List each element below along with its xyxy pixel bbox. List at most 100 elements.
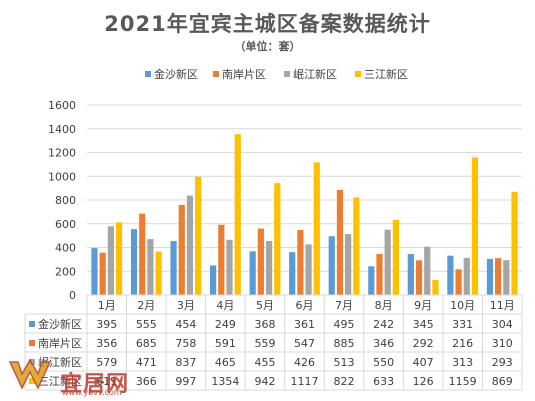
bar-2-2	[186, 195, 194, 295]
bar-1-10	[495, 258, 502, 295]
bar-1-3	[218, 224, 225, 295]
bar-1-7	[376, 253, 383, 295]
bar-1-6	[336, 189, 344, 295]
bar-3-0	[115, 222, 123, 295]
chart-subtitle: （单位：套）	[234, 40, 301, 53]
bar-3-2	[195, 176, 202, 295]
bar-1-4	[257, 228, 264, 295]
bar-1-5	[297, 230, 304, 295]
bar-0-6	[328, 236, 335, 295]
bar-0-4	[249, 251, 256, 295]
bar-3-9	[471, 157, 479, 295]
data-label-3-1: 366	[136, 375, 157, 388]
x-tick-label-0: 1月	[98, 299, 116, 312]
bar-1-0	[99, 252, 106, 295]
y-tick-label-4: 800	[55, 194, 76, 207]
y-tick-label-7: 1400	[48, 123, 76, 136]
data-label-1-6: 885	[334, 337, 355, 350]
x-tick-label-4: 5月	[256, 299, 274, 312]
bar-2-1	[147, 239, 154, 295]
data-label-3-9: 1159	[449, 375, 477, 388]
x-tick-label-9: 10月	[450, 299, 475, 312]
x-tick-label-5: 6月	[296, 299, 314, 312]
data-label-0-10: 304	[492, 318, 513, 331]
legend-label-1: 南岸片区	[222, 68, 266, 81]
bar-2-4	[265, 240, 273, 295]
bar-3-10	[511, 191, 518, 295]
data-label-0-4: 368	[254, 318, 275, 331]
x-tick-label-1: 2月	[137, 299, 155, 312]
table-swatch-1	[29, 340, 35, 346]
data-label-2-4: 455	[254, 356, 275, 369]
legend-swatch-3	[355, 71, 361, 77]
data-label-1-8: 292	[413, 337, 434, 350]
table-series-label-3: 三江新区	[38, 374, 82, 388]
bar-3-3	[234, 134, 241, 295]
bar-0-3	[210, 265, 217, 295]
bar-3-8	[432, 280, 439, 295]
bar-0-5	[289, 252, 296, 295]
data-label-1-0: 356	[96, 337, 117, 350]
bar-0-10	[486, 258, 494, 295]
chart-title: 2021年宜宾主城区备案数据统计	[104, 12, 431, 36]
bar-0-9	[447, 255, 454, 295]
data-label-2-10: 293	[492, 356, 513, 369]
bar-1-2	[178, 204, 185, 295]
bar-0-2	[170, 241, 177, 295]
bar-3-6	[353, 197, 360, 295]
watermark-logo	[8, 358, 52, 390]
data-label-1-10: 310	[492, 337, 513, 350]
y-tick-label-3: 600	[55, 218, 76, 231]
y-tick-label-5: 1000	[48, 170, 76, 183]
bar-2-5	[305, 244, 312, 295]
data-label-2-6: 513	[334, 356, 355, 369]
legend-label-3: 三江新区	[364, 67, 408, 81]
data-label-3-0: 611	[96, 375, 117, 388]
bar-1-1	[139, 213, 146, 295]
data-label-2-1: 471	[136, 356, 157, 369]
data-label-0-8: 345	[413, 318, 434, 331]
bar-3-4	[274, 183, 281, 295]
bar-1-9	[455, 269, 462, 295]
data-label-3-3: 1354	[211, 375, 239, 388]
data-label-0-6: 495	[334, 318, 355, 331]
data-label-2-7: 550	[373, 356, 394, 369]
bar-0-0	[91, 248, 98, 295]
data-label-1-2: 758	[175, 337, 196, 350]
y-tick-label-6: 1200	[48, 147, 76, 160]
data-label-2-0: 579	[96, 356, 117, 369]
bar-2-3	[226, 239, 233, 295]
data-label-1-9: 216	[452, 337, 473, 350]
table-series-label-1: 南岸片区	[38, 337, 82, 350]
data-label-0-9: 331	[452, 318, 473, 331]
legend-swatch-0	[145, 71, 151, 77]
data-label-1-5: 547	[294, 337, 315, 350]
data-label-1-3: 591	[215, 337, 236, 350]
data-label-2-8: 407	[413, 356, 434, 369]
bar-3-7	[392, 219, 399, 295]
bar-2-9	[463, 257, 470, 295]
data-label-3-6: 822	[334, 375, 355, 388]
table-swatch-3	[29, 378, 35, 384]
x-tick-label-8: 9月	[414, 299, 432, 312]
watermark-text: 宜居网	[60, 372, 130, 397]
watermark-url: www.ybvv.com	[62, 388, 122, 397]
bar-3-1	[155, 251, 162, 295]
bar-3-5	[313, 162, 320, 295]
bar-2-8	[424, 246, 431, 295]
data-label-0-1: 555	[136, 318, 157, 331]
data-label-0-5: 361	[294, 318, 315, 331]
watermark-logo-shape	[8, 358, 52, 390]
data-label-2-2: 837	[175, 356, 196, 369]
bar-2-7	[384, 229, 391, 295]
bar-0-1	[130, 229, 138, 295]
data-label-3-5: 1117	[291, 375, 319, 388]
data-label-3-7: 633	[373, 375, 394, 388]
data-label-2-5: 426	[294, 356, 315, 369]
x-tick-label-2: 3月	[177, 299, 195, 312]
data-label-3-8: 126	[413, 375, 434, 388]
legend-swatch-2	[284, 71, 290, 77]
legend-swatch-1	[213, 71, 219, 77]
